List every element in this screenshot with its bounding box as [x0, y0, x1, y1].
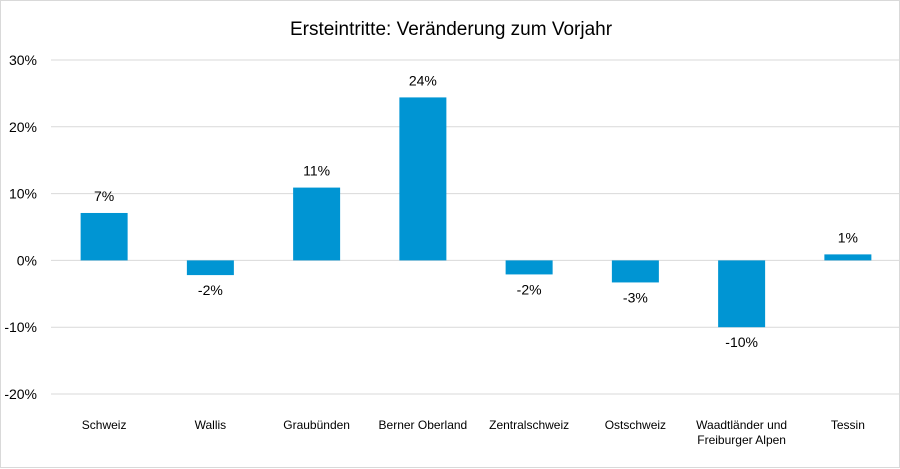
y-tick-label: 30%: [9, 52, 37, 68]
y-tick-label: 0%: [17, 252, 37, 268]
x-category-label: Zentralschweiz: [489, 418, 569, 432]
chart-title: Ersteintritte: Veränderung zum Vorjahr: [290, 19, 613, 40]
x-category-label: Berner Oberland: [379, 418, 468, 432]
y-axis-ticks: 30% 20% 10% 0% -10% -20%: [4, 52, 37, 402]
y-tick-label: 20%: [9, 119, 37, 135]
y-tick-label: -10%: [4, 319, 37, 335]
bar: [718, 260, 766, 328]
data-label: 7%: [94, 188, 114, 204]
data-label: -10%: [725, 334, 758, 350]
data-label: 24%: [409, 72, 437, 88]
data-label: -3%: [623, 289, 648, 305]
bars: [80, 97, 872, 328]
x-category-label: Freiburger Alpen: [697, 433, 786, 447]
data-label: -2%: [198, 282, 223, 298]
bar: [80, 212, 128, 261]
data-label: -2%: [517, 281, 542, 297]
x-category-label: Tessin: [831, 418, 865, 432]
x-category-label: Waadtländer und: [696, 418, 787, 432]
x-category-label: Graubünden: [283, 418, 350, 432]
x-category-label: Ostschweiz: [605, 418, 666, 432]
bar: [505, 260, 553, 275]
bar: [293, 187, 341, 261]
bar: [186, 260, 234, 276]
bar: [824, 254, 872, 261]
y-tick-label: -20%: [4, 386, 37, 402]
y-tick-label: 10%: [9, 186, 37, 202]
x-category-label: Wallis: [195, 418, 227, 432]
x-category-label: Schweiz: [82, 418, 127, 432]
data-label: 1%: [838, 229, 858, 245]
bar: [399, 97, 447, 261]
bar: [611, 260, 659, 283]
data-label: 11%: [303, 163, 330, 179]
data-labels: 7% -2% 11% 24% -2% -3% -10% 1%: [94, 72, 858, 350]
x-axis-categories: Schweiz Wallis Graubünden Berner Oberland Ze…: [82, 418, 865, 447]
gridlines: [51, 59, 900, 395]
